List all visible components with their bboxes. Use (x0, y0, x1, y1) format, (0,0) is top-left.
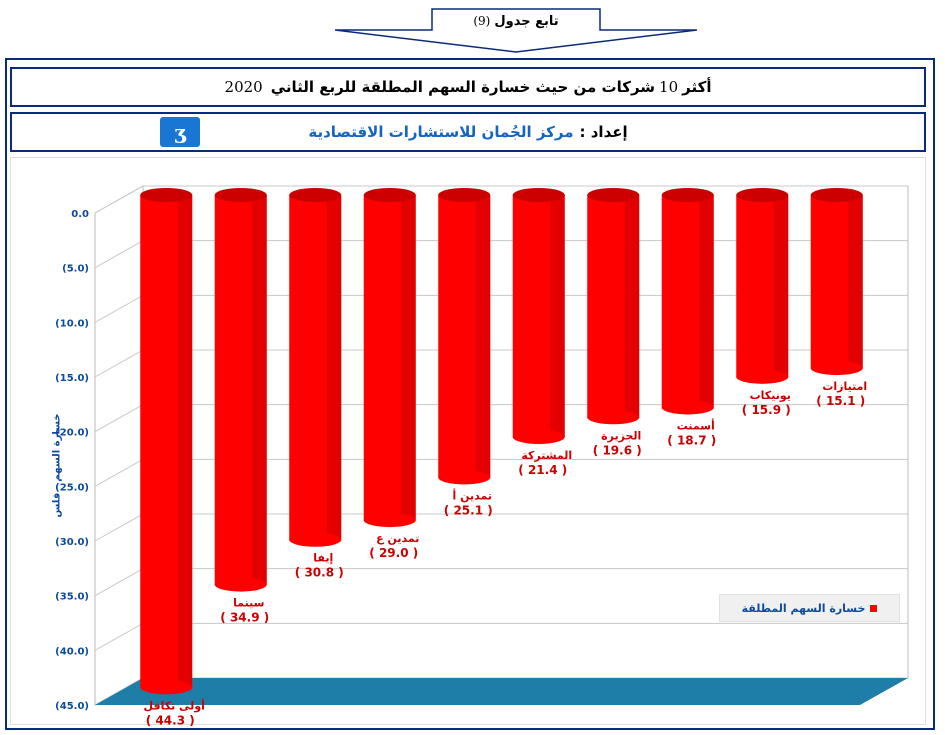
bar-bottom (587, 410, 640, 425)
y-tick-label: (35.0) (55, 592, 89, 603)
bar-shade (699, 195, 714, 408)
value-label: ( 25.1 ) (444, 503, 493, 517)
y-tick-label: 0.0 (71, 209, 89, 220)
title-number: 10 (659, 78, 679, 96)
bar (363, 195, 416, 521)
bar (214, 195, 267, 585)
category-label: تمدين أ (453, 488, 493, 502)
header-badge: تابع جدول (9) (432, 12, 600, 30)
bar (810, 195, 863, 369)
category-label: يونيكاب (750, 389, 791, 402)
bar-shade (773, 195, 789, 377)
bar-top (587, 188, 640, 202)
header-badge-label: تابع جدول (494, 13, 559, 29)
y-tick-label: (30.0) (55, 537, 89, 548)
bar-bottom (810, 361, 863, 376)
bar-top (661, 188, 714, 202)
bar-bottom (736, 369, 789, 384)
category-label: تمدين ع (376, 532, 419, 545)
bar-shade (848, 195, 863, 369)
bar-top (289, 188, 342, 202)
y-tick-label: (20.0) (55, 428, 89, 439)
company-logo-icon: ʒ (160, 117, 200, 147)
value-label: ( 21.4 ) (518, 463, 567, 477)
floor (95, 678, 908, 705)
header-arrow (334, 8, 698, 53)
value-label: ( 15.1 ) (816, 394, 865, 408)
legend-swatch (870, 604, 878, 612)
credit-bar: إعداد : مركز الجُمان للاستشارات الاقتصاد… (10, 112, 926, 152)
bar (438, 195, 491, 478)
value-label: ( 18.7 ) (667, 433, 716, 447)
y-tick-label: (25.0) (55, 482, 89, 493)
bar-bottom (289, 532, 342, 547)
category-label: أسمنت (677, 418, 715, 432)
gridline (94, 185, 908, 214)
bar-top (438, 188, 491, 202)
bar (736, 195, 789, 377)
bar-bottom (140, 680, 193, 695)
bar (587, 195, 640, 418)
outer-frame (5, 58, 935, 730)
bar-top (736, 188, 789, 202)
bar-top (214, 188, 267, 202)
bar (512, 195, 565, 437)
legend: خسارة السهم المطلقة (719, 594, 900, 622)
bar-shade (177, 195, 193, 688)
y-tick-label: (45.0) (55, 701, 89, 712)
y-tick-label: (40.0) (55, 646, 89, 657)
category-label: أولى تكافل (144, 698, 205, 712)
bar-bottom (512, 429, 565, 444)
value-label: ( 30.8 ) (295, 566, 344, 580)
bar-shade (401, 195, 416, 521)
value-label: ( 34.9 ) (220, 611, 269, 625)
bar-shade (475, 195, 491, 478)
title-prefix: أكثر (682, 78, 712, 96)
y-tick-label: (10.0) (55, 318, 89, 329)
category-label: سينما (233, 597, 264, 610)
bar (140, 195, 193, 688)
bar-shade (550, 195, 565, 437)
category-label: امتيازات (822, 380, 867, 393)
bar-shade (326, 195, 342, 540)
bar-top (363, 188, 416, 202)
header-badge-number: (9) (473, 14, 491, 28)
bar-bottom (661, 400, 714, 415)
title-main: شركات من حيث خسارة السهم المطلقة للربع ا… (270, 78, 656, 96)
bar-bottom (363, 513, 416, 528)
bar (289, 195, 342, 540)
y-tick-label: (5.0) (62, 264, 89, 275)
title-year: 2020 (224, 78, 263, 96)
category-label: إيفا (313, 552, 333, 565)
bar-top (140, 188, 193, 202)
category-label: الجزيرة (601, 429, 641, 442)
bar-bottom (214, 577, 267, 592)
bar-top (512, 188, 565, 202)
bar-bottom (438, 470, 491, 485)
chart-title: أكثر 10 شركات من حيث خسارة السهم المطلقة… (10, 67, 926, 107)
value-label: ( 44.3 ) (146, 713, 195, 727)
value-label: ( 15.9 ) (742, 403, 791, 417)
y-tick-label: (15.0) (55, 373, 89, 384)
bar (661, 195, 714, 408)
legend-label: خسارة السهم المطلقة (741, 601, 866, 615)
credit-prefix: إعداد : (579, 123, 628, 141)
value-label: ( 19.6 ) (593, 443, 642, 457)
category-label: المشتركة (521, 449, 572, 462)
bar-shade (624, 195, 640, 418)
value-label: ( 29.0 ) (369, 546, 418, 560)
bar-shade (252, 195, 267, 585)
bar-top (810, 188, 863, 202)
y-axis-label: خسارة السهم - فلس (51, 413, 63, 518)
credit-org: مركز الجُمان للاستشارات الاقتصادية (308, 123, 574, 141)
